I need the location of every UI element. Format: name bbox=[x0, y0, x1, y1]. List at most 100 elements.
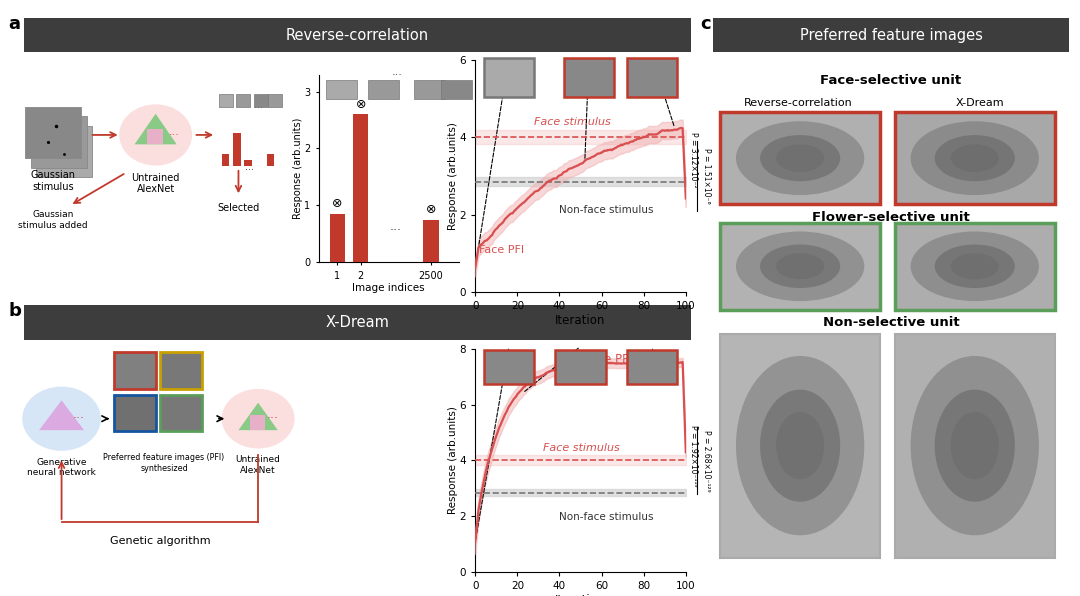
Ellipse shape bbox=[950, 253, 999, 280]
Text: X-Dream: X-Dream bbox=[325, 315, 390, 330]
Text: ···: ··· bbox=[392, 70, 403, 80]
FancyBboxPatch shape bbox=[555, 350, 606, 384]
Bar bbox=[254, 94, 268, 107]
Text: ⊗: ⊗ bbox=[355, 98, 366, 111]
Text: ···: ··· bbox=[72, 412, 84, 425]
Bar bbox=[160, 395, 202, 432]
Text: · · ·: · · · bbox=[45, 184, 60, 194]
Text: Gaussian
stimulus added: Gaussian stimulus added bbox=[18, 210, 87, 229]
Y-axis label: Response (arb.units): Response (arb.units) bbox=[448, 406, 458, 514]
Text: Untrained
AlexNet: Untrained AlexNet bbox=[235, 455, 281, 475]
Bar bbox=[25, 107, 81, 159]
Y-axis label: Response (arb.units): Response (arb.units) bbox=[293, 117, 302, 219]
Text: a: a bbox=[9, 15, 21, 33]
Bar bbox=[113, 352, 156, 389]
FancyBboxPatch shape bbox=[441, 80, 472, 99]
Text: Face PFI: Face PFI bbox=[584, 353, 632, 365]
FancyBboxPatch shape bbox=[626, 350, 677, 384]
Text: P = 1.51×10⁻⁶: P = 1.51×10⁻⁶ bbox=[702, 148, 711, 204]
Text: Non-face stimulus: Non-face stimulus bbox=[559, 512, 653, 522]
Text: P = 2.68×10⁻¹²⁹: P = 2.68×10⁻¹²⁹ bbox=[702, 430, 711, 491]
Text: Face-selective unit: Face-selective unit bbox=[821, 74, 961, 87]
Bar bbox=[30, 116, 86, 168]
Bar bbox=[267, 154, 274, 166]
Ellipse shape bbox=[910, 121, 1039, 195]
Text: P = 3.12×10⁻²: P = 3.12×10⁻² bbox=[689, 132, 698, 187]
Bar bbox=[720, 223, 880, 310]
Bar bbox=[249, 415, 266, 430]
Text: Selected: Selected bbox=[217, 203, 259, 213]
Ellipse shape bbox=[777, 412, 824, 479]
Text: Face stimulus: Face stimulus bbox=[535, 117, 611, 128]
Text: X-Dream: X-Dream bbox=[956, 98, 1004, 108]
Bar bbox=[329, 214, 345, 262]
Ellipse shape bbox=[934, 244, 1015, 288]
FancyBboxPatch shape bbox=[414, 80, 445, 99]
Ellipse shape bbox=[777, 253, 824, 280]
Bar bbox=[219, 94, 233, 107]
Circle shape bbox=[119, 104, 192, 166]
Bar bbox=[894, 112, 1055, 204]
Bar bbox=[147, 129, 163, 144]
Ellipse shape bbox=[735, 231, 864, 301]
Text: Untrained
AlexNet: Untrained AlexNet bbox=[132, 173, 179, 194]
Polygon shape bbox=[135, 114, 177, 144]
Bar bbox=[244, 160, 252, 166]
Bar bbox=[160, 352, 202, 389]
Circle shape bbox=[221, 389, 295, 449]
Text: Reverse-correlation: Reverse-correlation bbox=[286, 27, 429, 43]
Ellipse shape bbox=[934, 390, 1015, 502]
Text: c: c bbox=[700, 15, 711, 33]
Text: Face stimulus: Face stimulus bbox=[542, 443, 619, 454]
Bar bbox=[423, 219, 438, 262]
FancyBboxPatch shape bbox=[626, 58, 677, 97]
FancyBboxPatch shape bbox=[484, 350, 535, 384]
Bar bbox=[235, 94, 249, 107]
Bar bbox=[720, 112, 880, 204]
Text: Non-face stimulus: Non-face stimulus bbox=[559, 205, 653, 215]
Text: ⊗: ⊗ bbox=[426, 203, 436, 216]
Polygon shape bbox=[39, 401, 84, 430]
Text: Preferred feature images (PFI)
synthesized: Preferred feature images (PFI) synthesiz… bbox=[104, 453, 225, 473]
Text: Reverse-correlation: Reverse-correlation bbox=[744, 98, 853, 108]
FancyBboxPatch shape bbox=[367, 80, 399, 99]
Bar bbox=[268, 94, 282, 107]
Text: ···: ··· bbox=[168, 130, 179, 140]
Circle shape bbox=[23, 387, 100, 451]
Ellipse shape bbox=[735, 121, 864, 195]
Text: Non-selective unit: Non-selective unit bbox=[823, 316, 959, 330]
Ellipse shape bbox=[934, 135, 1015, 181]
Text: Face PFI: Face PFI bbox=[480, 246, 525, 255]
Bar bbox=[37, 126, 93, 178]
Ellipse shape bbox=[760, 135, 840, 181]
Ellipse shape bbox=[910, 231, 1039, 301]
Bar bbox=[233, 132, 241, 166]
FancyBboxPatch shape bbox=[484, 58, 535, 97]
Text: ⊗: ⊗ bbox=[332, 197, 342, 210]
Text: ···: ··· bbox=[245, 164, 254, 175]
Text: Gaussian
stimulus: Gaussian stimulus bbox=[30, 170, 76, 192]
X-axis label: Image indices: Image indices bbox=[352, 283, 426, 293]
Text: Flower-selective unit: Flower-selective unit bbox=[812, 211, 970, 224]
Ellipse shape bbox=[950, 144, 999, 172]
Text: Generative
neural network: Generative neural network bbox=[27, 458, 96, 477]
Bar bbox=[221, 154, 229, 166]
Bar bbox=[353, 114, 368, 262]
Bar bbox=[894, 334, 1055, 558]
Text: ···: ··· bbox=[254, 103, 262, 113]
Text: ···: ··· bbox=[390, 224, 402, 237]
X-axis label: Iteration: Iteration bbox=[555, 314, 606, 327]
Text: b: b bbox=[9, 302, 22, 320]
Text: ···: ··· bbox=[266, 412, 279, 425]
FancyBboxPatch shape bbox=[564, 58, 615, 97]
Bar bbox=[720, 334, 880, 558]
Text: Genetic algorithm: Genetic algorithm bbox=[109, 536, 211, 546]
Text: Preferred feature images: Preferred feature images bbox=[799, 27, 983, 43]
Ellipse shape bbox=[760, 244, 840, 288]
Ellipse shape bbox=[735, 356, 864, 535]
Ellipse shape bbox=[950, 412, 999, 479]
Ellipse shape bbox=[777, 144, 824, 172]
FancyBboxPatch shape bbox=[326, 80, 356, 99]
Bar bbox=[113, 395, 156, 432]
Ellipse shape bbox=[910, 356, 1039, 535]
